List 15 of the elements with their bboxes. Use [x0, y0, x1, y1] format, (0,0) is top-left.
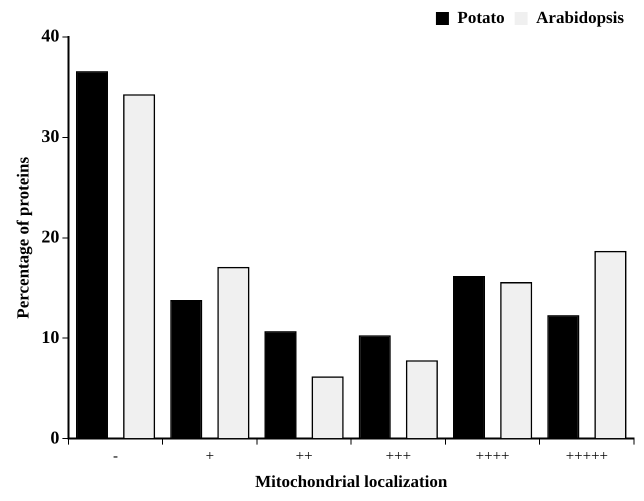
- y-tick-label: 10: [41, 326, 60, 347]
- x-tick-label: ++++: [476, 448, 510, 465]
- y-tick-label: 0: [50, 427, 60, 448]
- y-tick-label: 20: [41, 226, 60, 246]
- x-tick-label: +++: [386, 448, 412, 465]
- x-tick-label: +++++: [566, 448, 608, 465]
- x-tick-label: +: [206, 448, 214, 465]
- x-tick-label: ++: [296, 448, 313, 465]
- x-axis-title: Mitochondrial localization: [255, 472, 448, 492]
- x-tick-label: -: [113, 448, 118, 465]
- legend-label: Potato: [457, 8, 505, 27]
- y-tick-label: 40: [41, 26, 60, 46]
- legend-label: Arabidopsis: [536, 8, 624, 27]
- y-axis-title: Percentage of proteins: [14, 156, 33, 319]
- y-tick-label: 30: [41, 126, 60, 146]
